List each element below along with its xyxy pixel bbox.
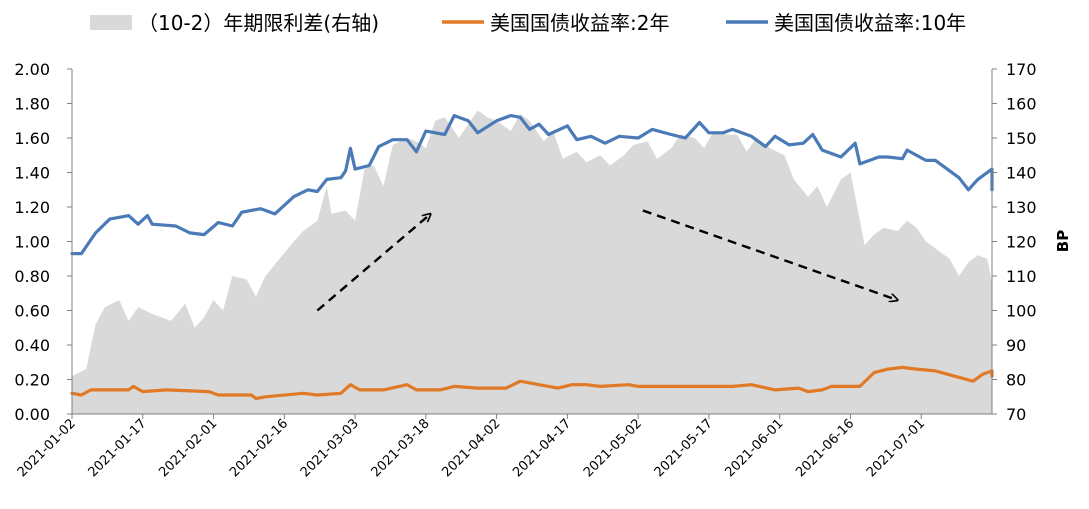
x-tick-label: 2021-04-02 <box>439 416 503 480</box>
legend-label: 美国国债收益率:10年 <box>774 11 966 35</box>
x-tick-label: 2021-06-16 <box>793 416 857 480</box>
x-tick-label: 2021-05-17 <box>652 416 716 480</box>
y-left-tick-label: 0.20 <box>14 371 50 390</box>
y-right-tick-label: 120 <box>1006 233 1037 252</box>
spread-area <box>72 110 992 415</box>
y-right-tick-label: 80 <box>1006 371 1026 390</box>
x-tick-label: 2021-03-03 <box>298 416 362 480</box>
trend-arrow-up <box>316 214 430 312</box>
y-right-tick-label: 170 <box>1006 60 1037 79</box>
x-tick-label: 2021-02-16 <box>227 416 291 480</box>
x-tick-label: 2021-06-01 <box>722 416 786 480</box>
yield-2y-line <box>70 365 994 401</box>
y-right-tick-label: 160 <box>1006 95 1037 114</box>
y-left-tick-label: 2.00 <box>14 60 50 79</box>
y-right-axis-title: BP <box>1054 230 1072 252</box>
legend-swatch-spread <box>90 15 132 30</box>
annotations <box>316 209 898 312</box>
y-left-tick-label: 1.80 <box>14 95 50 114</box>
legend-label: 美国国债收益率:2年 <box>490 11 669 35</box>
x-tick-label: 2021-01-02 <box>15 416 79 480</box>
x-tick-label: 2021-04-17 <box>510 416 574 480</box>
plot-area <box>70 110 994 415</box>
legend: （10-2）年期限利差(右轴) 美国国债收益率:2年 美国国债收益率:10年 <box>90 11 966 35</box>
y-left-tick-label: 0.40 <box>14 336 50 355</box>
y-right-tick-label: 130 <box>1006 198 1037 217</box>
y-left-tick-label: 1.00 <box>14 233 50 252</box>
y-left-tick-label: 0.80 <box>14 267 50 286</box>
x-tick-label: 2021-07-01 <box>864 416 928 480</box>
x-tick-label: 2021-03-18 <box>369 416 433 480</box>
y-left-tick-label: 0.00 <box>14 405 50 424</box>
y-left-tick-label: 1.20 <box>14 198 50 217</box>
y-right-tick-label: 140 <box>1006 164 1037 183</box>
y-left-tick-label: 0.60 <box>14 302 50 321</box>
y-left-tick-label: 1.40 <box>14 164 50 183</box>
y-right-tick-label: 110 <box>1006 267 1037 286</box>
trend-arrow-down <box>642 209 898 300</box>
x-tick-label: 2021-02-01 <box>156 416 220 480</box>
x-tick-label: 2021-05-02 <box>581 416 645 480</box>
yield-10y-line <box>70 114 994 256</box>
legend-label: （10-2）年期限利差(右轴) <box>138 11 379 35</box>
y-right-tick-label: 150 <box>1006 129 1037 148</box>
x-tick-label: 2021-01-17 <box>86 416 150 480</box>
y-left-tick-label: 1.60 <box>14 129 50 148</box>
y-right-tick-label: 70 <box>1006 405 1026 424</box>
y-right-tick-label: 90 <box>1006 336 1026 355</box>
y-right-tick-label: 100 <box>1006 302 1037 321</box>
